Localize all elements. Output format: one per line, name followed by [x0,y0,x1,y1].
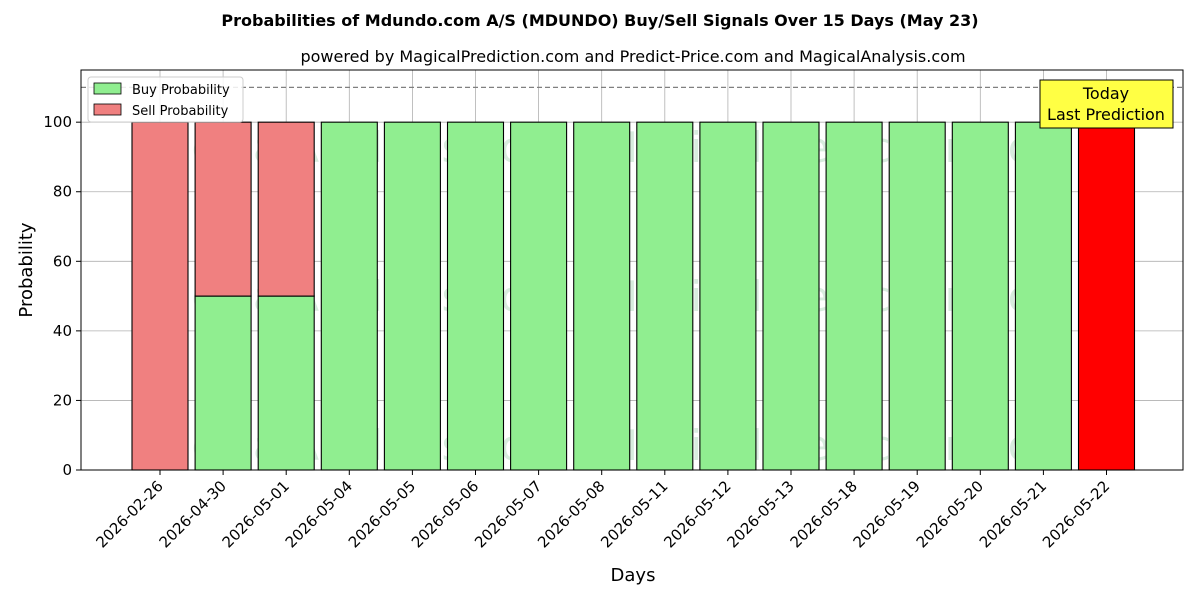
bar-buy [383,121,441,471]
y-tick-label: 0 [62,461,72,479]
bar-buy [320,121,378,471]
chart-subtitle: powered by MagicalPrediction.com and Pre… [300,47,965,66]
bar-buy [951,121,1009,471]
y-tick-label: 20 [53,391,72,409]
bar-buy [257,295,315,471]
x-tick-label: 2026-05-07 [471,477,545,551]
bar-buy [573,121,631,471]
y-tick-label: 60 [53,252,72,270]
bar-buy [636,121,694,471]
x-tick-label: 2026-05-12 [660,477,734,551]
legend-swatch-sell [93,103,122,116]
x-tick-label: 2026-05-06 [408,477,482,551]
bar-buy [888,121,946,471]
x-tick-label: 2026-05-20 [913,477,987,551]
bar-sell [1077,121,1136,471]
today-annotation: Today Last Prediction [1039,79,1174,129]
x-tick-label: 2026-05-22 [1039,477,1113,551]
x-ticks: 2026-02-262026-04-302026-05-012026-05-04… [92,470,1113,551]
bar-buy [1014,121,1072,471]
plot-frame [80,69,1184,471]
x-tick-label: 2026-02-26 [92,477,166,551]
x-tick-label: 2026-05-05 [345,477,419,551]
y-tick-label: 80 [53,183,72,201]
y-ticks: 0 20 40 60 80 100 [43,113,81,479]
legend: Buy Probability Sell Probability [87,76,244,123]
legend-label-buy: Buy Probability [132,83,230,98]
y-axis-label: Probability [16,222,37,317]
bar-buy [825,121,883,471]
bar-buy [194,295,252,471]
x-tick-label: 2026-05-13 [723,477,797,551]
x-axis-label: Days [611,565,656,586]
x-tick-label: 2026-05-18 [787,477,861,551]
legend-swatch-buy [93,82,122,95]
bar-buy [446,121,505,471]
x-tick-label: 2026-04-30 [156,477,230,551]
chart-title: Probabilities of Mdundo.com A/S (MDUNDO)… [221,11,978,30]
x-tick-label: 2026-05-21 [976,477,1050,551]
annotation-line1: Today [1082,84,1129,103]
x-tick-label: 2026-05-19 [850,477,924,551]
bar-buy [510,121,568,471]
bar-buy [762,121,820,471]
x-tick-label: 2026-05-11 [597,477,671,551]
y-tick-label: 40 [53,322,72,340]
annotation-box [1039,79,1174,129]
bar-buy [699,121,757,471]
x-tick-label: 2026-05-04 [282,477,356,551]
y-tick-label: 100 [43,113,72,131]
annotation-line2: Last Prediction [1047,105,1165,124]
legend-label-sell: Sell Probability [132,104,229,119]
bars [131,121,1136,471]
x-tick-label: 2026-05-01 [219,477,293,551]
bar-sell [131,121,189,471]
bar-sell [194,121,252,297]
x-tick-label: 2026-05-08 [534,477,608,551]
bar-sell [257,121,315,297]
legend-frame [87,76,244,123]
